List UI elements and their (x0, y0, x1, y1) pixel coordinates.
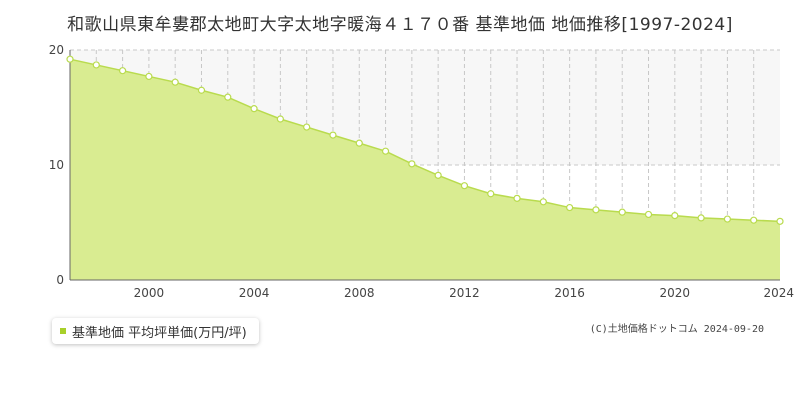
x-tick-label: 2008 (344, 286, 375, 300)
data-point (66, 55, 74, 63)
data-point (118, 67, 127, 75)
legend-label: 基準地価 平均坪単価(万円/坪) (72, 325, 247, 341)
data-point (408, 160, 416, 168)
legend: 基準地価 平均坪単価(万円/坪) (52, 318, 259, 344)
x-tick-label: 2004 (239, 286, 270, 300)
data-point (303, 123, 311, 131)
data-point (145, 72, 153, 81)
data-point (276, 115, 284, 123)
data-point (434, 171, 442, 179)
data-point (644, 210, 653, 219)
data-point (224, 93, 232, 101)
data-point (618, 208, 626, 216)
y-tick-label: 10 (49, 158, 64, 172)
copyright-credit: (C)土地価格ドットコム 2024-09-20 (589, 324, 764, 335)
data-point (671, 212, 679, 220)
legend-marker (60, 328, 66, 334)
data-point (381, 147, 390, 155)
data-point (250, 105, 258, 113)
data-point (592, 206, 600, 214)
data-point (487, 190, 495, 198)
y-tick-label: 0 (56, 273, 64, 287)
data-point (460, 182, 469, 190)
data-point (697, 214, 705, 222)
data-point (197, 86, 206, 94)
data-point (171, 78, 179, 86)
data-point (539, 198, 547, 206)
x-tick-label: 2012 (449, 286, 480, 300)
x-tick-label: 2016 (554, 286, 585, 300)
y-tick-label: 20 (49, 43, 64, 57)
series-line (69, 58, 781, 223)
data-point (355, 139, 363, 147)
chart-title: 和歌山県東牟婁郡太地町大字太地字暖海４１７０番 基準地価 地価推移[1997-2… (67, 15, 733, 35)
data-point (513, 194, 521, 202)
x-tick-label: 2020 (660, 286, 691, 300)
x-tick-label: 2024 (763, 286, 794, 300)
x-tick-label: 2000 (134, 286, 165, 300)
data-point (92, 61, 100, 69)
data-point (750, 216, 758, 224)
data-point (566, 203, 574, 212)
data-point (776, 217, 784, 225)
data-point (723, 215, 732, 223)
data-point (329, 131, 337, 139)
